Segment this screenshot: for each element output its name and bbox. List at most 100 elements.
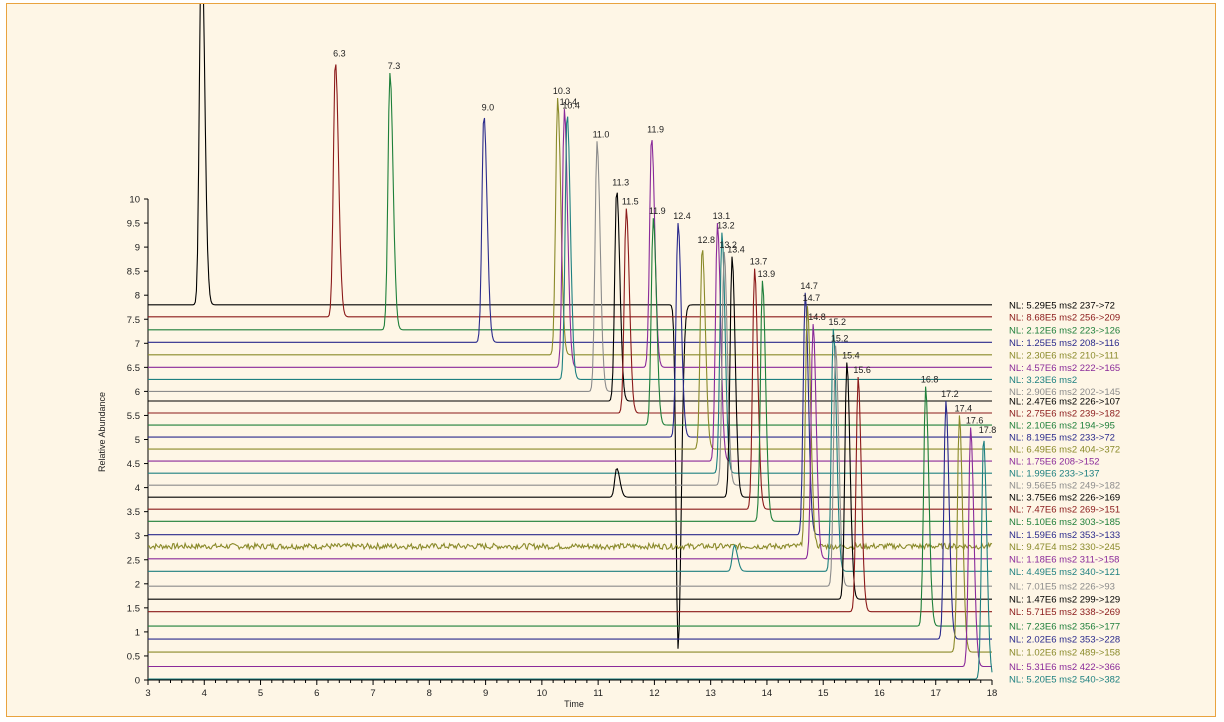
y-tick-label: 1.5: [127, 603, 140, 614]
x-tick-label: 3: [145, 688, 150, 699]
y-tick-label: 4: [135, 483, 140, 494]
legend-entry: NL: 1.75E6 208->152: [1009, 457, 1100, 468]
peak-label: 17.4: [955, 403, 973, 413]
legend-entry: NL: 5.31E6 ms2 422->366: [1009, 662, 1120, 673]
trace-line: [148, 117, 992, 343]
y-tick-label: 5.5: [127, 411, 140, 422]
trace-line: [148, 376, 992, 613]
trace-line: [148, 109, 992, 368]
y-tick-label: 2.5: [127, 555, 140, 566]
trace-line: [148, 386, 992, 627]
peak-label: 17.6: [966, 415, 984, 425]
trace-line: [147, 306, 993, 552]
trace-line: [148, 116, 992, 380]
peak-label: 13.9: [758, 269, 776, 279]
y-tick-label: 6.5: [127, 363, 140, 374]
trace-line: [148, 192, 992, 402]
peak-label: 16.8: [921, 375, 939, 385]
legend-entry: NL: 7.01E5 ms2 226->93: [1009, 582, 1115, 593]
trace-line: [148, 97, 992, 356]
peak-label: 17.8: [979, 425, 997, 435]
y-tick-label: 7.5: [127, 315, 140, 326]
peak-label: 9.0: [482, 102, 495, 112]
chromatogram-chart: 00.511.522.533.544.555.566.577.588.599.5…: [97, 4, 1120, 709]
y-tick-label: 1: [135, 627, 140, 638]
trace-line: [148, 440, 993, 680]
axes: 00.511.522.533.544.555.566.577.588.599.5…: [127, 195, 998, 700]
peak-label: 13.2: [719, 240, 737, 250]
peak-label: 10.4: [562, 100, 580, 110]
y-tick-label: 9.5: [127, 219, 140, 230]
y-tick-label: 6: [135, 387, 140, 398]
trace-line: [148, 328, 992, 572]
legend-entry: NL: 8.68E5 ms2 256->209: [1009, 312, 1120, 323]
x-tick-label: 17: [930, 688, 941, 699]
y-tick-label: 5: [135, 435, 140, 446]
traces: [147, 4, 993, 680]
peak-label: 11.5: [622, 197, 639, 207]
x-tick-label: 14: [762, 688, 773, 699]
legend-entry: NL: 2.12E6 ms2 223->126: [1009, 325, 1120, 336]
y-tick-label: 8: [135, 291, 140, 302]
peak-labels: 3.96.37.39.010.310.411.910.411.011.311.5…: [333, 48, 997, 435]
legend-entry: NL: 3.23E6 ms2: [1009, 375, 1077, 386]
peak-label: 13.2: [717, 221, 735, 231]
x-tick-label: 8: [427, 688, 432, 699]
legend-entry: NL: 8.19E5 ms2 233->72: [1009, 433, 1115, 444]
legend-entry: NL: 6.49E6 ms2 404->372: [1009, 445, 1120, 456]
x-tick-label: 7: [370, 688, 375, 699]
trace-line: [148, 324, 992, 560]
legend-entry: NL: 7.47E6 ms2 269->151: [1009, 505, 1120, 516]
x-tick-label: 6: [314, 688, 319, 699]
legend-entry: NL: 5.71E5 ms2 338->269: [1009, 607, 1120, 618]
peak-label: 13.7: [750, 257, 768, 267]
legend-entry: NL: 1.02E6 ms2 489->158: [1009, 648, 1120, 659]
peak-label: 7.3: [388, 61, 401, 71]
legend-entry: NL: 3.75E6 ms2 226->169: [1009, 493, 1120, 504]
peak-label: 11.3: [612, 177, 629, 187]
legend-entry: NL: 1.25E5 ms2 208->116: [1009, 338, 1119, 349]
peak-label: 14.7: [800, 281, 818, 291]
legend-entry: NL: 1.59E6 ms2 353->133: [1009, 530, 1120, 541]
y-tick-label: 2: [135, 579, 140, 590]
y-tick-label: 9: [135, 243, 140, 254]
legend-entry: NL: 2.30E6 ms2 210->111: [1009, 350, 1119, 361]
trace-line: [148, 427, 992, 668]
y-tick-label: 8.5: [127, 267, 140, 278]
legend-entry: NL: 7.23E6 ms2 356->177: [1009, 622, 1120, 633]
trace-line: [148, 250, 992, 450]
x-tick-label: 11: [593, 688, 603, 699]
legend-entry: NL: 9.56E5 ms2 249->182: [1009, 481, 1120, 492]
legend-entry: NL: 4.57E6 ms2 222->165: [1009, 363, 1120, 374]
peak-label: 11.9: [649, 206, 666, 216]
x-axis-label: Time: [564, 699, 584, 709]
legend-entry: NL: 1.99E6 233->137: [1009, 469, 1100, 480]
figure-panel: 0 0.5 1 1.5 2 2.5 3 3.5 4 4.5 5 5.5 6 6.5 7 7.5 8 8.5 9 9.5…: [6, 3, 1216, 717]
legend-entry: NL: 9.47E4 ms2 330->245: [1009, 542, 1120, 553]
peak-label: 15.2: [829, 317, 847, 327]
x-tick-label: 4: [202, 688, 207, 699]
legend-entry: NL: 2.10E6 ms2 194->95: [1009, 421, 1115, 432]
trace-line: [148, 141, 992, 392]
peak-label: 13.1: [713, 211, 731, 221]
trace-line: [148, 223, 992, 462]
peak-label: 15.2: [831, 334, 849, 344]
x-tick-label: 9: [483, 688, 488, 699]
legend-entry: NL: 2.47E6 ms2 226->107: [1009, 397, 1120, 408]
trace-line: [148, 218, 992, 426]
y-tick-label: 7: [135, 339, 140, 350]
legend-entry: NL: 2.75E6 ms2 239->182: [1009, 409, 1120, 420]
trace-line: [148, 292, 992, 536]
peak-label: 11.0: [593, 129, 610, 139]
x-tick-label: 18: [987, 688, 998, 699]
trace-line: [148, 72, 992, 331]
y-tick-label: 3.5: [127, 507, 140, 518]
trace-line: [148, 415, 992, 653]
peak-label: 6.3: [333, 48, 346, 58]
legend-entry: NL: 5.20E5 ms2 540->382: [1009, 675, 1120, 686]
y-tick-label: 3: [135, 531, 140, 542]
y-tick-label: 10: [129, 195, 140, 206]
y-tick-label: 4.5: [127, 459, 140, 470]
trace-line: [148, 223, 992, 438]
